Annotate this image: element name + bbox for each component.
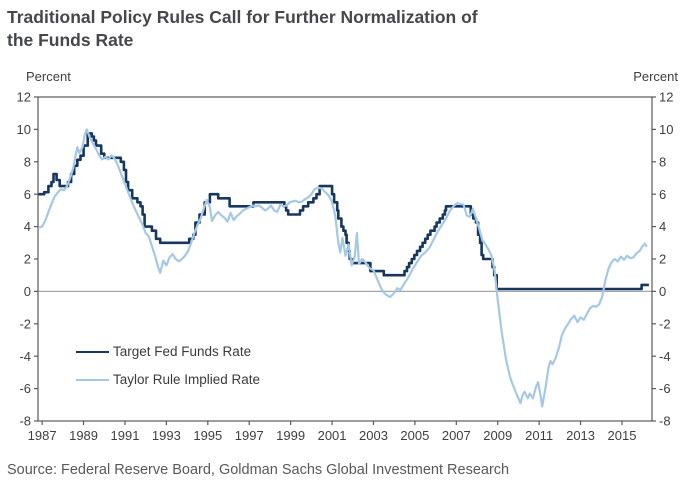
svg-text:2009: 2009 [483,428,512,443]
svg-text:-8: -8 [19,414,31,429]
chart-title-line1: Traditional Policy Rules Call for Furthe… [7,7,478,27]
svg-text:12: 12 [659,90,673,105]
svg-text:4: 4 [24,219,31,234]
svg-text:2005: 2005 [400,428,429,443]
svg-text:10: 10 [659,122,673,137]
chart-title-line2: the Funds Rate [7,30,134,51]
svg-text:4: 4 [659,219,666,234]
legend-item-fed-funds: Target Fed Funds Rate [76,344,260,359]
svg-text:-6: -6 [659,381,671,396]
taylor-rule-line-swatch [76,378,109,381]
svg-text:12: 12 [17,90,31,105]
svg-text:0: 0 [659,284,666,299]
svg-text:2011: 2011 [525,428,553,443]
chart-title: Traditional Policy Rules Call for Furthe… [7,6,478,52]
svg-text:-6: -6 [19,381,31,396]
svg-text:-8: -8 [659,414,671,429]
svg-text:1997: 1997 [235,428,264,443]
svg-text:1995: 1995 [193,428,222,443]
legend-label-taylor-rule: Taylor Rule Implied Rate [113,372,261,387]
fed-funds-line-swatch [76,350,109,353]
left-axis-unit-label: Percent [26,69,71,84]
svg-text:2007: 2007 [442,428,471,443]
svg-text:1999: 1999 [276,428,305,443]
right-axis-unit-label: Percent [633,69,678,84]
svg-text:1991: 1991 [111,428,140,443]
svg-text:1989: 1989 [69,428,98,443]
svg-text:-2: -2 [659,316,671,331]
svg-text:0: 0 [24,284,31,299]
legend: Target Fed Funds Rate Taylor Rule Implie… [76,344,260,387]
source-text: Source: Federal Reserve Board, Goldman S… [7,462,510,478]
svg-text:8: 8 [659,154,666,169]
svg-text:6: 6 [24,187,31,202]
svg-text:-4: -4 [19,349,31,364]
svg-text:8: 8 [24,154,31,169]
svg-text:1987: 1987 [28,428,57,443]
svg-text:2: 2 [659,252,666,267]
svg-text:2001: 2001 [318,428,347,443]
svg-text:-4: -4 [659,349,671,364]
svg-text:10: 10 [17,122,31,137]
legend-item-taylor-rule: Taylor Rule Implied Rate [76,372,260,387]
svg-text:2: 2 [24,252,31,267]
svg-text:2015: 2015 [608,428,637,443]
svg-text:2003: 2003 [359,428,388,443]
svg-text:-2: -2 [19,316,31,331]
svg-text:2013: 2013 [566,428,595,443]
svg-text:6: 6 [659,187,666,202]
legend-label-fed-funds: Target Fed Funds Rate [113,344,252,359]
svg-text:1993: 1993 [152,428,181,443]
